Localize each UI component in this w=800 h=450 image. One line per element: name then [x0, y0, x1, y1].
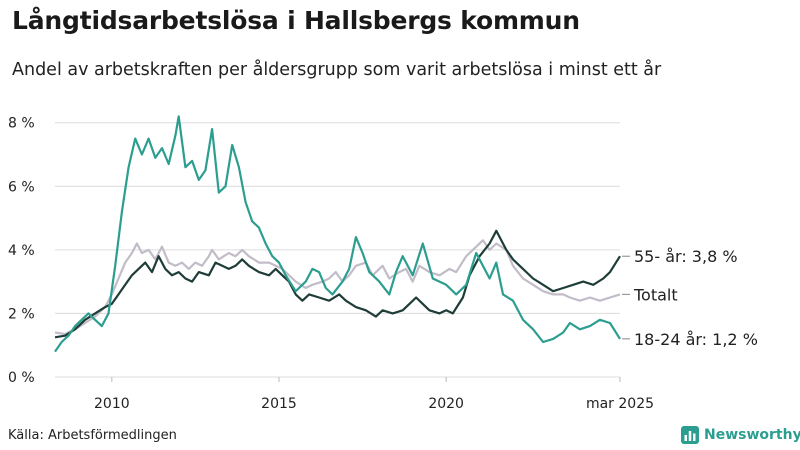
- bar-chart-icon: [681, 426, 699, 444]
- y-axis-ticks: 0 % 2 % 4 % 6 % 8 %: [8, 116, 35, 386]
- line-chart: 0 % 2 % 4 % 6 % 8 % 2010 2015 2020 mar 2025 55-…: [8, 115, 758, 412]
- x-axis-ticks: 2010 2015 2020 mar 2025: [94, 377, 654, 412]
- x-tick-label: 2010: [94, 396, 130, 412]
- x-tick-label: 2020: [428, 396, 464, 412]
- chart-title: Långtidsarbetslösa i Hallsbergs kommun: [12, 6, 580, 35]
- y-tick-label: 4 %: [8, 243, 35, 259]
- series-label: Totalt: [633, 285, 678, 304]
- series-label: 55- år: 3,8 %: [634, 247, 738, 266]
- source-note: Källa: Arbetsförmedlingen: [8, 428, 177, 443]
- brand-logo: Newsworthy: [681, 426, 800, 444]
- series-labels: 55- år: 3,8 % Totalt 18-24 år: 1,2 %: [622, 247, 758, 349]
- y-tick-label: 0 %: [8, 370, 35, 386]
- y-tick-label: 8 %: [8, 116, 35, 132]
- y-tick-label: 6 %: [8, 179, 35, 195]
- x-tick-label: 2015: [261, 396, 297, 412]
- grid-lines: [55, 122, 620, 378]
- y-tick-label: 2 %: [8, 306, 35, 322]
- chart-subtitle: Andel av arbetskraften per åldersgrupp s…: [12, 60, 662, 80]
- series-lines: [54, 115, 621, 353]
- series-line-55-r: [54, 229, 621, 339]
- brand-name: Newsworthy: [704, 427, 800, 443]
- series-line-18-24-r: [54, 115, 621, 353]
- x-tick-label: mar 2025: [586, 396, 654, 412]
- series-label: 18-24 år: 1,2 %: [634, 330, 758, 349]
